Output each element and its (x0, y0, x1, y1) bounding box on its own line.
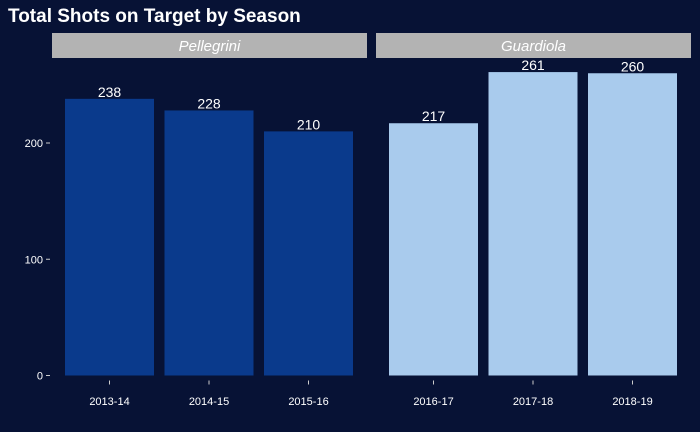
data-label: 260 (621, 58, 645, 74)
facet-panel-1: Guardiola 217 2016-17 261 2017-18 260 2018-19 (376, 33, 691, 408)
data-label: 210 (297, 116, 321, 132)
bar (164, 110, 254, 376)
y-tick-label: 100 (25, 254, 43, 266)
facet-strip (376, 33, 691, 58)
x-tick-label: 2018-19 (612, 396, 652, 408)
chart-title: Total Shots on Target by Season (8, 6, 301, 27)
data-label: 228 (197, 95, 221, 111)
x-tick-label: 2015-16 (288, 396, 328, 408)
data-label: 261 (521, 57, 545, 73)
bar (65, 98, 154, 376)
y-tick-label: 200 (25, 138, 43, 150)
bar (488, 72, 578, 376)
facet-panel-0: Pellegrini 238 2013-14 228 2014-15 210 2015-16 (52, 33, 367, 408)
y-axis: 0 100 200 (25, 138, 50, 383)
x-tick-label: 2014-15 (189, 396, 229, 408)
x-tick-label: 2016-17 (413, 396, 453, 408)
bar (264, 131, 353, 376)
data-label: 217 (422, 108, 446, 124)
y-tick-label: 0 (37, 371, 43, 383)
facet-strip-label: Guardiola (501, 38, 566, 55)
data-label: 238 (98, 84, 122, 100)
bar (588, 73, 677, 376)
x-tick-label: 2013-14 (89, 396, 129, 408)
bar (389, 123, 478, 376)
facet-strip-label: Pellegrini (179, 38, 241, 55)
x-tick-label: 2017-18 (513, 396, 553, 408)
facet-strip (52, 33, 367, 58)
facets: Pellegrini 238 2013-14 228 2014-15 210 2015-16… (52, 33, 691, 408)
